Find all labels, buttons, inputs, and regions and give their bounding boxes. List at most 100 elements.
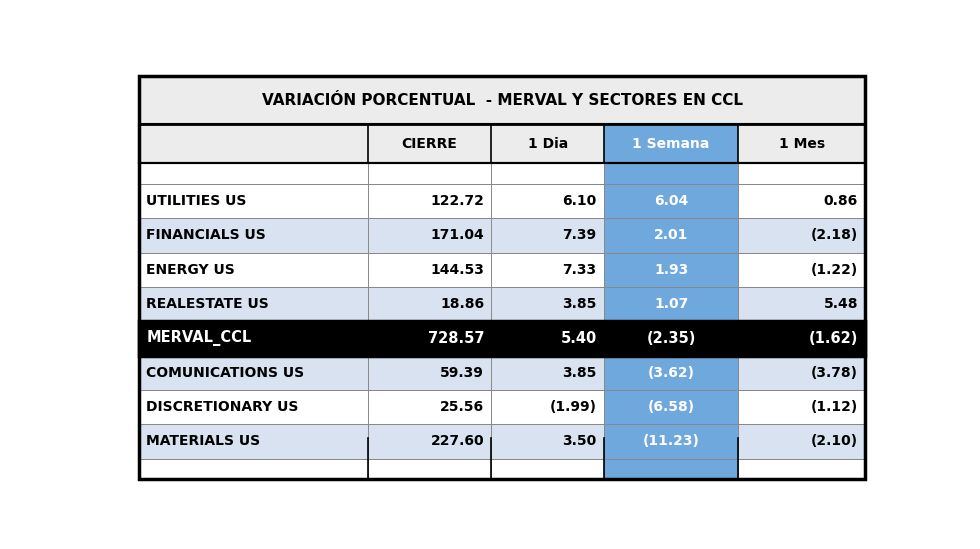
Bar <box>139 184 368 219</box>
Bar <box>491 124 604 163</box>
Bar <box>368 163 491 184</box>
Text: CIERRE: CIERRE <box>402 137 458 150</box>
Bar <box>604 356 738 390</box>
Text: MATERIALS US: MATERIALS US <box>146 434 261 449</box>
Text: (2.18): (2.18) <box>810 228 858 243</box>
Bar <box>491 356 604 390</box>
Bar <box>368 390 491 424</box>
Bar <box>368 124 491 163</box>
Bar <box>738 356 865 390</box>
Bar <box>738 163 865 184</box>
Bar <box>491 321 604 356</box>
Text: 5.48: 5.48 <box>823 297 858 311</box>
Text: FINANCIALS US: FINANCIALS US <box>146 228 267 243</box>
Text: 1.07: 1.07 <box>654 297 688 311</box>
Bar <box>139 124 865 163</box>
Text: (11.23): (11.23) <box>643 434 700 449</box>
Bar <box>738 219 865 253</box>
Text: 728.57: 728.57 <box>427 331 484 346</box>
Bar <box>139 321 368 356</box>
Bar <box>368 184 491 219</box>
Bar <box>738 458 865 479</box>
Bar <box>491 390 604 424</box>
Bar <box>491 287 604 321</box>
Text: (3.78): (3.78) <box>811 366 858 380</box>
Bar <box>604 321 738 356</box>
Text: (3.62): (3.62) <box>648 366 695 380</box>
Text: (1.99): (1.99) <box>550 400 597 414</box>
Text: 0.86: 0.86 <box>824 194 858 208</box>
Text: 1.93: 1.93 <box>654 263 688 277</box>
Bar <box>738 287 865 321</box>
Text: (2.35): (2.35) <box>647 331 696 346</box>
Bar <box>604 124 738 163</box>
Bar <box>738 184 865 219</box>
Bar <box>368 219 491 253</box>
Bar <box>604 219 738 253</box>
Bar <box>139 219 368 253</box>
Text: 1 Semana: 1 Semana <box>632 137 710 150</box>
Text: UTILITIES US: UTILITIES US <box>146 194 247 208</box>
Bar <box>491 163 604 184</box>
Text: 144.53: 144.53 <box>430 263 484 277</box>
Bar <box>491 184 604 219</box>
Text: 122.72: 122.72 <box>430 194 484 208</box>
Bar <box>368 356 491 390</box>
Text: VARIACIÓN PORCENTUAL  - MERVAL Y SECTORES EN CCL: VARIACIÓN PORCENTUAL - MERVAL Y SECTORES… <box>262 93 743 108</box>
Bar <box>604 184 738 219</box>
Bar <box>738 390 865 424</box>
Bar <box>604 163 738 184</box>
Text: (2.10): (2.10) <box>810 434 858 449</box>
Text: (1.22): (1.22) <box>810 263 858 277</box>
Bar <box>368 253 491 287</box>
Bar <box>139 124 368 163</box>
Text: 3.50: 3.50 <box>563 434 597 449</box>
Bar <box>139 253 368 287</box>
Text: 1 Dia: 1 Dia <box>527 137 567 150</box>
Text: 25.56: 25.56 <box>440 400 484 414</box>
Text: (1.12): (1.12) <box>810 400 858 414</box>
Text: COMUNICATIONS US: COMUNICATIONS US <box>146 366 305 380</box>
Bar <box>604 424 738 458</box>
Text: 3.85: 3.85 <box>563 297 597 311</box>
Bar <box>738 124 865 163</box>
Text: DISCRETIONARY US: DISCRETIONARY US <box>146 400 299 414</box>
Bar <box>139 458 368 479</box>
Bar <box>604 253 738 287</box>
Text: 6.10: 6.10 <box>563 194 597 208</box>
Bar <box>491 424 604 458</box>
Bar <box>139 321 865 356</box>
Text: 59.39: 59.39 <box>440 366 484 380</box>
Text: 2.01: 2.01 <box>654 228 688 243</box>
Text: 6.04: 6.04 <box>654 194 688 208</box>
Bar <box>604 287 738 321</box>
Bar <box>368 321 491 356</box>
Bar <box>139 76 865 124</box>
Bar <box>139 76 865 124</box>
Bar <box>139 356 368 390</box>
Text: 5.40: 5.40 <box>561 331 597 346</box>
Text: 1 Mes: 1 Mes <box>779 137 825 150</box>
Bar <box>139 287 368 321</box>
Bar <box>604 390 738 424</box>
Text: 3.85: 3.85 <box>563 366 597 380</box>
Bar <box>738 424 865 458</box>
Bar <box>491 458 604 479</box>
Bar <box>738 321 865 356</box>
Bar <box>604 458 738 479</box>
Text: MERVAL_CCL: MERVAL_CCL <box>146 330 252 346</box>
Bar <box>368 287 491 321</box>
Bar <box>368 424 491 458</box>
Text: REALESTATE US: REALESTATE US <box>146 297 270 311</box>
Text: 7.33: 7.33 <box>563 263 597 277</box>
Text: 227.60: 227.60 <box>430 434 484 449</box>
Text: (1.62): (1.62) <box>808 331 858 346</box>
Bar <box>368 458 491 479</box>
Bar <box>491 253 604 287</box>
Bar <box>139 424 368 458</box>
Text: 171.04: 171.04 <box>430 228 484 243</box>
Bar <box>491 219 604 253</box>
Text: ENERGY US: ENERGY US <box>146 263 235 277</box>
Bar <box>139 163 368 184</box>
Bar <box>738 253 865 287</box>
